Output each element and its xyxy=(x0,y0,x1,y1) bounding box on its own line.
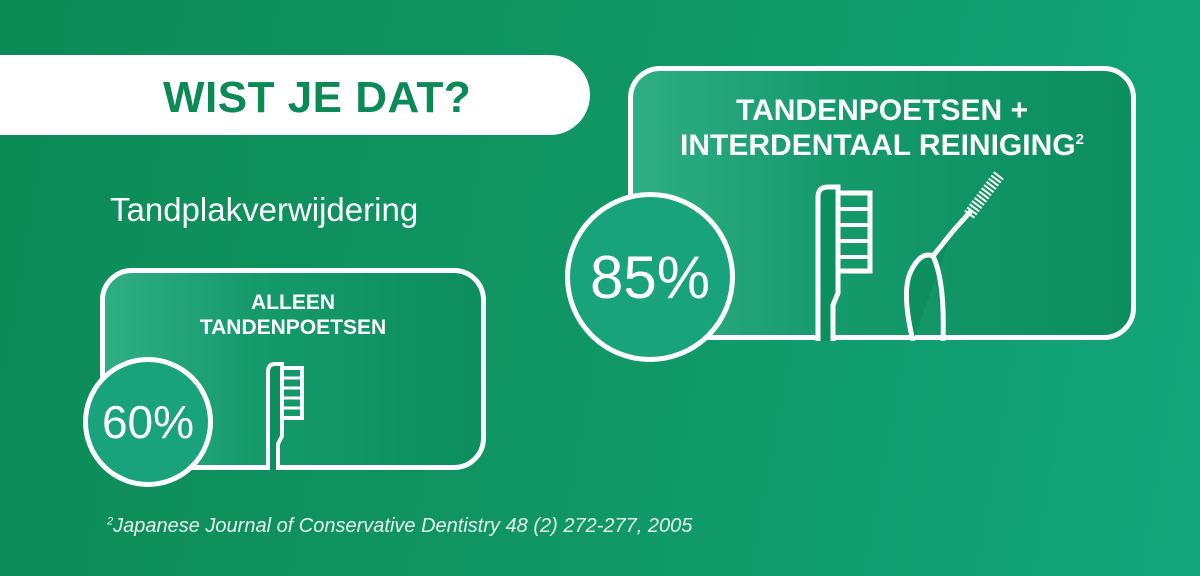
label-line: INTERDENTAAL REINIGING2 xyxy=(633,128,1131,163)
subtitle: Tandplakverwijdering xyxy=(110,191,419,228)
footnote: 2Japanese Journal of Conservative Dentis… xyxy=(107,515,692,538)
card-label: ALLEEN TANDENPOETSEN xyxy=(105,291,481,341)
footnote-mark: 2 xyxy=(107,515,114,528)
page-title: WIST JE DAT? xyxy=(163,73,472,122)
toothbrush-icon xyxy=(815,184,873,341)
interdental-brush-icon xyxy=(903,171,1004,341)
card-label: TANDENPOETSEN + INTERDENTAAL REINIGING2 xyxy=(633,93,1131,164)
percent-badge-85: 85% xyxy=(565,192,735,362)
toothbrush-icon xyxy=(266,362,304,470)
label-text: INTERDENTAAL REINIGING xyxy=(680,129,1076,163)
label-line: TANDENPOETSEN + xyxy=(736,94,1028,127)
footnote-mark: 2 xyxy=(1075,131,1084,149)
footnote-text: Japanese Journal of Conservative Dentist… xyxy=(113,515,693,537)
percent-badge-60: 60% xyxy=(83,357,213,487)
label-line: ALLEEN xyxy=(251,291,335,314)
label-line: TANDENPOETSEN xyxy=(199,315,387,339)
title-banner xyxy=(0,55,590,135)
